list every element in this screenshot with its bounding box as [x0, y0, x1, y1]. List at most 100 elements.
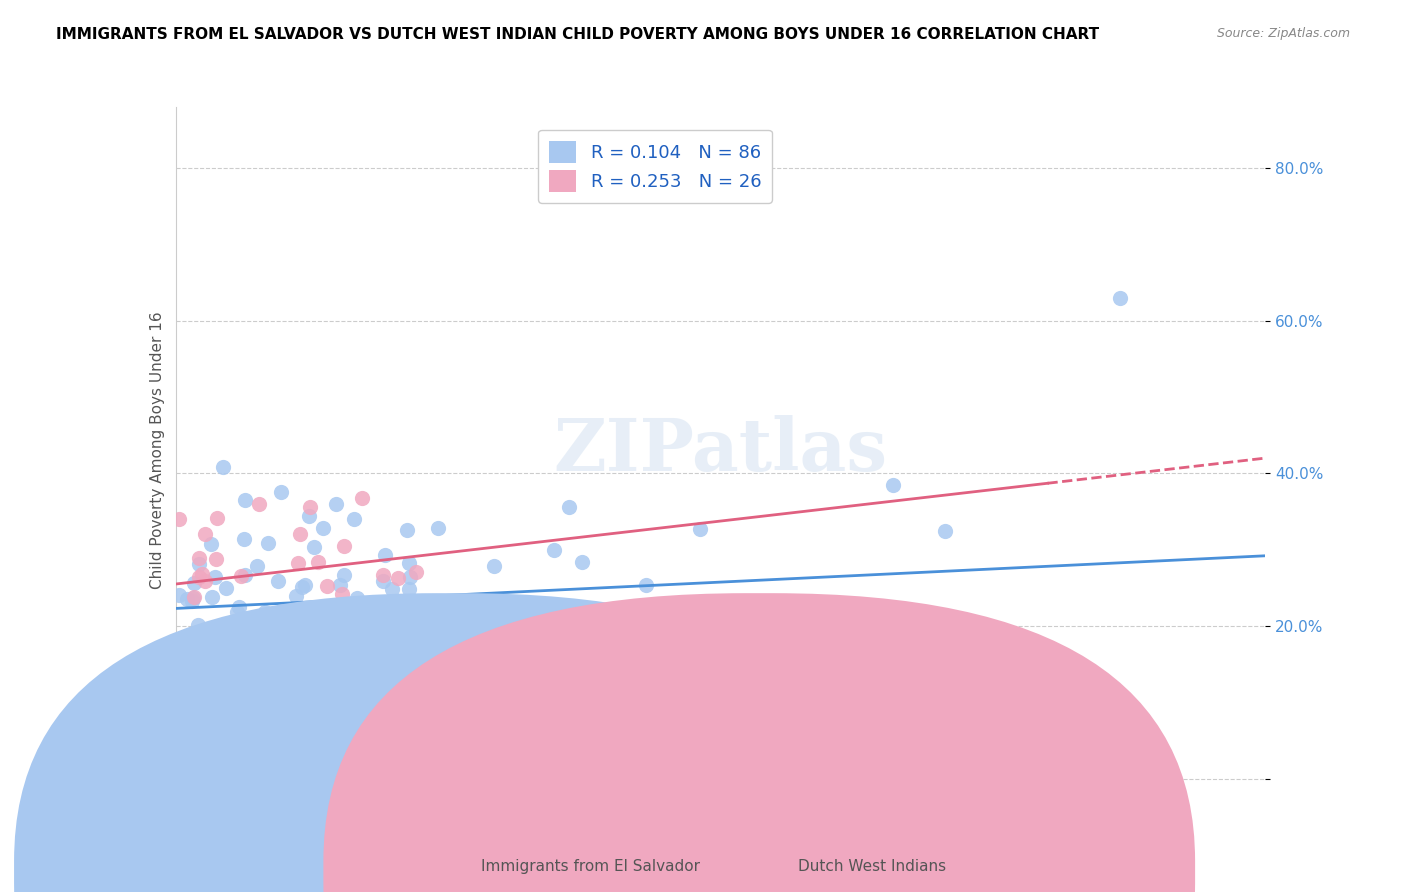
- Point: [299, 500, 322, 515]
- Point: [325, 497, 347, 511]
- Point: [187, 570, 209, 584]
- Text: IMMIGRANTS FROM EL SALVADOR VS DUTCH WEST INDIAN CHILD POVERTY AMONG BOYS UNDER : IMMIGRANTS FROM EL SALVADOR VS DUTCH WES…: [56, 27, 1099, 42]
- Point: [254, 605, 277, 619]
- Point: [302, 613, 325, 627]
- Point: [395, 523, 418, 537]
- Point: [482, 559, 505, 574]
- Point: [211, 460, 233, 475]
- Point: [381, 582, 404, 596]
- Point: [530, 599, 553, 613]
- Point: [188, 557, 211, 571]
- Point: [215, 581, 238, 595]
- Y-axis label: Child Poverty Among Boys Under 16: Child Poverty Among Boys Under 16: [149, 311, 165, 590]
- Point: [195, 700, 218, 714]
- Point: [636, 577, 658, 591]
- Point: [247, 497, 270, 511]
- Point: [235, 613, 257, 627]
- Point: [266, 636, 288, 650]
- Point: [194, 655, 217, 669]
- Point: [205, 551, 228, 566]
- Point: [352, 491, 374, 506]
- Point: [232, 532, 254, 546]
- Point: [200, 537, 222, 551]
- Point: [373, 574, 395, 589]
- Point: [308, 624, 330, 639]
- Point: [257, 535, 280, 549]
- Point: [256, 631, 278, 645]
- Point: [284, 589, 307, 603]
- Point: [499, 596, 522, 610]
- Point: [402, 655, 425, 669]
- Point: [398, 556, 420, 570]
- Point: [371, 567, 394, 582]
- Point: [332, 568, 354, 582]
- Point: [333, 539, 356, 553]
- Point: [263, 637, 285, 651]
- Point: [343, 511, 366, 525]
- Point: [934, 524, 956, 539]
- Point: [689, 522, 711, 536]
- Point: [183, 591, 205, 605]
- Point: [207, 511, 229, 525]
- Point: [228, 599, 250, 614]
- Point: [270, 484, 292, 499]
- Point: [405, 566, 427, 580]
- Point: [398, 570, 420, 584]
- Point: [501, 629, 523, 643]
- Point: [240, 637, 263, 651]
- Point: [226, 605, 249, 619]
- Point: [374, 548, 396, 562]
- Point: [408, 657, 430, 672]
- Point: [290, 526, 312, 541]
- Point: [211, 644, 233, 658]
- Point: [337, 607, 360, 622]
- Point: [176, 592, 198, 607]
- Point: [368, 610, 391, 624]
- Point: [262, 705, 284, 719]
- Point: [235, 568, 257, 582]
- Point: [267, 574, 290, 588]
- Point: [264, 633, 287, 648]
- Legend: R = 0.104   N = 86, R = 0.253   N = 26: R = 0.104 N = 86, R = 0.253 N = 26: [538, 130, 772, 202]
- Point: [246, 559, 269, 574]
- Point: [231, 657, 253, 671]
- Point: [183, 576, 205, 591]
- Point: [294, 578, 316, 592]
- Point: [187, 618, 209, 632]
- Point: [240, 651, 263, 665]
- Point: [233, 493, 256, 508]
- Text: 0.0%: 0.0%: [176, 822, 215, 837]
- Point: [426, 521, 449, 535]
- Point: [319, 605, 342, 619]
- Point: [509, 657, 531, 672]
- Point: [180, 593, 202, 607]
- Point: [343, 606, 366, 620]
- Point: [266, 619, 288, 633]
- Text: Dutch West Indians: Dutch West Indians: [797, 859, 946, 874]
- Point: [194, 527, 217, 541]
- Point: [543, 542, 565, 557]
- Point: [204, 570, 226, 584]
- Text: ZIPatlas: ZIPatlas: [554, 415, 887, 486]
- Point: [287, 557, 309, 571]
- Point: [342, 666, 364, 681]
- Point: [298, 509, 321, 524]
- Point: [1109, 291, 1132, 305]
- Point: [201, 590, 224, 604]
- Point: [217, 628, 239, 642]
- Point: [169, 512, 191, 526]
- Point: [346, 591, 368, 605]
- Point: [366, 621, 388, 635]
- Point: [398, 582, 420, 597]
- Point: [254, 655, 277, 669]
- Point: [302, 540, 325, 554]
- Point: [479, 610, 502, 624]
- Point: [571, 555, 593, 569]
- Point: [882, 478, 904, 492]
- Point: [347, 650, 370, 665]
- Point: [311, 680, 333, 694]
- Point: [387, 571, 409, 585]
- Point: [169, 588, 191, 602]
- Point: [190, 566, 212, 581]
- Point: [229, 568, 252, 582]
